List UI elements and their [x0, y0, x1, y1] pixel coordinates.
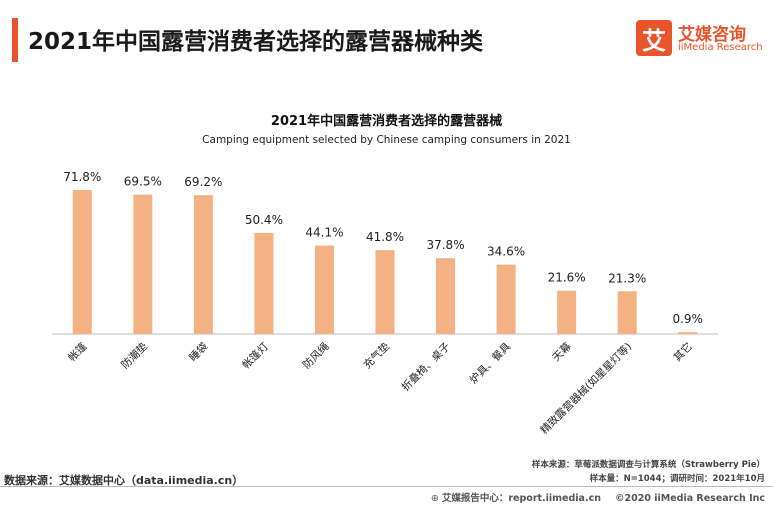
x-tick-label: 防风绳: [300, 340, 332, 372]
data-label: 41.8%: [366, 230, 404, 244]
chart-title: 2021年中国露营消费者选择的露营器械: [270, 114, 503, 129]
x-tick-label: 折叠椅、桌子: [399, 340, 453, 394]
bar: [72, 190, 92, 334]
bar: [617, 291, 637, 334]
globe-icon: ⊕: [430, 493, 439, 504]
x-tick-label: 帐篷灯: [240, 340, 272, 372]
chart-subtitle: Camping equipment selected by Chinese ca…: [202, 134, 571, 146]
bar: [314, 245, 334, 334]
logo-name-cn: 艾媒咨询: [678, 25, 746, 45]
bar: [375, 250, 395, 334]
data-source: 数据来源：艾媒数据中心（data.iimedia.cn）: [4, 474, 244, 487]
data-label: 69.5%: [124, 175, 162, 189]
footer-divider: [0, 486, 773, 487]
title-accent-bar: [12, 18, 18, 62]
data-label: 69.2%: [184, 175, 222, 189]
logo-name-en: iiMedia Research: [678, 42, 763, 53]
bar: [193, 195, 213, 334]
bar: [496, 264, 516, 334]
x-tick-label: 天幕: [550, 340, 574, 364]
bar: [678, 332, 698, 334]
data-label: 37.8%: [426, 238, 464, 252]
data-label: 34.6%: [487, 245, 525, 259]
bar: [557, 290, 577, 334]
footer-report-center: 艾媒报告中心：report.iimedia.cn: [441, 493, 601, 504]
bar-chart: 71.8% 帐篷 69.5% 防潮垫 69.2% 睡袋 50.4% 帐篷灯 44.1% 防风绳 41…: [52, 170, 718, 437]
x-tick-label: 睡袋: [186, 340, 210, 364]
footer: ⊕ 艾媒报告中心：report.iimedia.cn ©2020 iiMedia R…: [431, 490, 765, 504]
brand-logo: 艾 艾媒咨询 iiMedia Research: [636, 20, 766, 60]
page-title: 2021年中国露营消费者选择的露营器械种类: [28, 29, 484, 55]
x-tick-label: 炉具、餐具: [467, 340, 514, 387]
x-tick-label: 其它: [671, 340, 695, 364]
data-label: 44.1%: [305, 226, 343, 240]
x-tick-label: 充气垫: [361, 340, 393, 372]
data-label: 71.8%: [63, 170, 101, 184]
x-tick-label: 帐篷: [65, 340, 89, 364]
sample-source: 样本来源：草莓派数据调查与计算系统（Strawberry Pie）: [531, 460, 765, 470]
bar: [254, 232, 274, 334]
data-label: 21.6%: [548, 271, 586, 285]
data-label: 0.9%: [672, 312, 703, 326]
data-label: 50.4%: [245, 213, 283, 227]
data-label: 21.3%: [608, 271, 646, 285]
footer-copyright: ©2020 iiMedia Research Inc: [614, 493, 765, 504]
x-tick-label: 防潮垫: [118, 340, 150, 372]
logo-mark-icon: 艾: [636, 20, 672, 56]
bar: [133, 194, 153, 334]
bar: [436, 258, 456, 334]
sample-info: 样本量：N=1044；调研时间：2021年10月: [589, 474, 765, 484]
